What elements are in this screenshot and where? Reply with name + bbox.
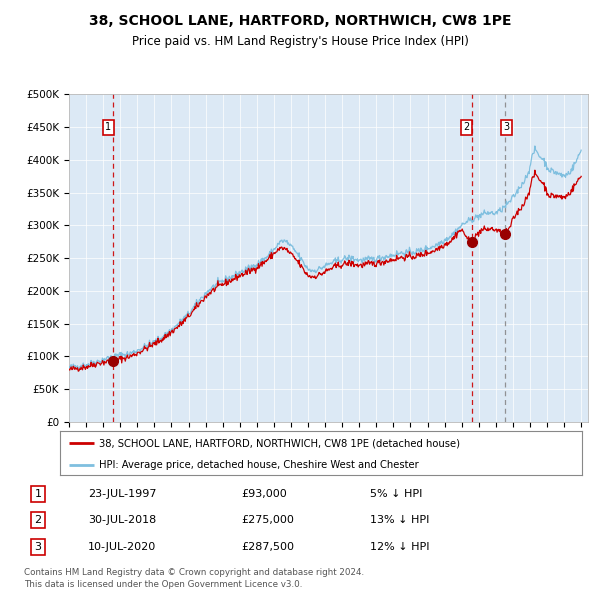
Text: 2: 2 [34,516,41,525]
Text: HPI: Average price, detached house, Cheshire West and Chester: HPI: Average price, detached house, Ches… [99,460,419,470]
Text: 12% ↓ HPI: 12% ↓ HPI [370,542,430,552]
Text: £93,000: £93,000 [242,489,287,499]
Text: 13% ↓ HPI: 13% ↓ HPI [370,516,430,525]
Text: 10-JUL-2020: 10-JUL-2020 [88,542,157,552]
Text: £275,000: £275,000 [242,516,295,525]
Text: 38, SCHOOL LANE, HARTFORD, NORTHWICH, CW8 1PE (detached house): 38, SCHOOL LANE, HARTFORD, NORTHWICH, CW… [99,438,460,448]
Text: 3: 3 [34,542,41,552]
Text: 5% ↓ HPI: 5% ↓ HPI [370,489,422,499]
Text: 1: 1 [105,122,112,132]
Text: 30-JUL-2018: 30-JUL-2018 [88,516,157,525]
Text: 38, SCHOOL LANE, HARTFORD, NORTHWICH, CW8 1PE: 38, SCHOOL LANE, HARTFORD, NORTHWICH, CW… [89,14,511,28]
Text: Contains HM Land Registry data © Crown copyright and database right 2024.
This d: Contains HM Land Registry data © Crown c… [24,568,364,589]
Text: £287,500: £287,500 [242,542,295,552]
Text: 1: 1 [34,489,41,499]
Text: 23-JUL-1997: 23-JUL-1997 [88,489,157,499]
Text: 3: 3 [503,122,509,132]
Text: 2: 2 [464,122,470,132]
Text: Price paid vs. HM Land Registry's House Price Index (HPI): Price paid vs. HM Land Registry's House … [131,35,469,48]
